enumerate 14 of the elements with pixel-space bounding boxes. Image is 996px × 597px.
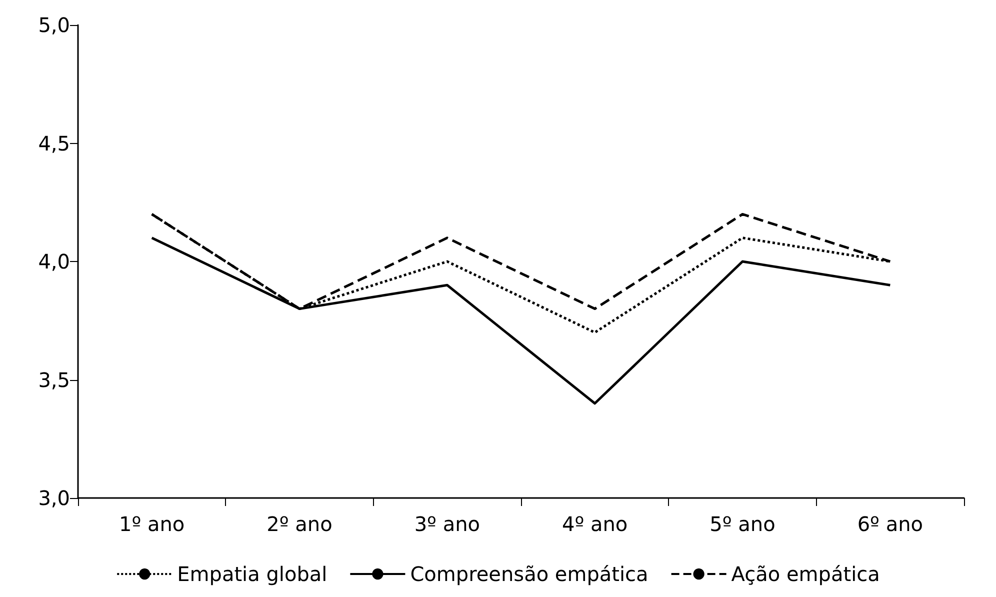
- y-tick-label: 3,5: [38, 368, 70, 392]
- y-tick-label: 5,0: [38, 13, 70, 37]
- legend-label: Ação empática: [731, 562, 880, 586]
- x-tick-label: 1º ano: [118, 512, 185, 536]
- x-tick-label: 3º ano: [414, 512, 480, 536]
- x-tick-label: 2º ano: [266, 512, 332, 536]
- y-tick-label: 3,0: [38, 486, 70, 510]
- legend-label: Empatia global: [177, 562, 328, 586]
- x-tick-label: 6º ano: [857, 512, 924, 536]
- x-tick-label: 4º ano: [562, 512, 628, 536]
- x-tick-label: 5º ano: [710, 512, 776, 536]
- y-tick-label: 4,5: [38, 131, 70, 156]
- legend-label: Compreensão empática: [410, 562, 648, 586]
- y-tick-label: 4,0: [38, 250, 70, 274]
